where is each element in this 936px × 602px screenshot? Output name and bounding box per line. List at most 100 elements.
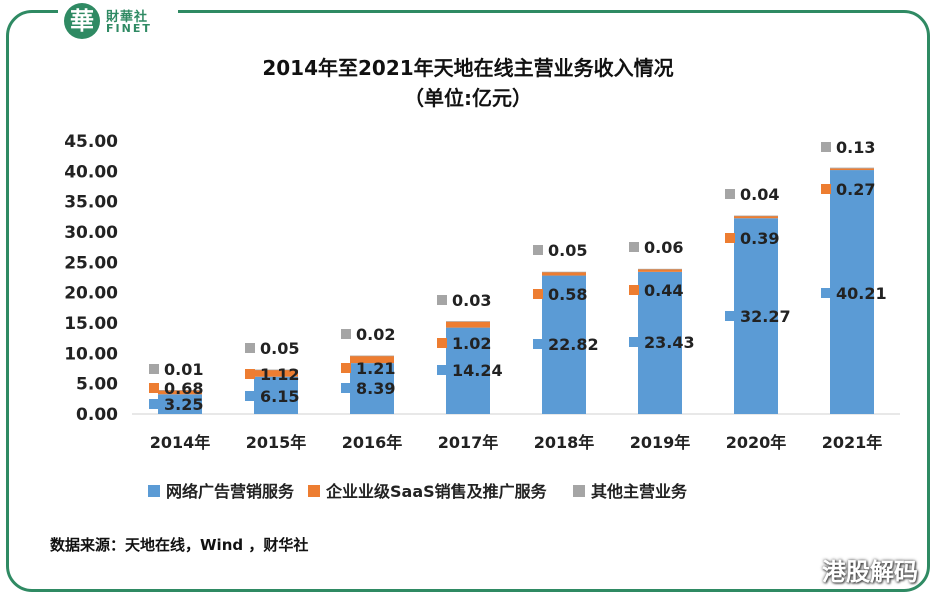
watermark: 港股解码 bbox=[822, 558, 918, 586]
data-label: 6.15 bbox=[260, 387, 299, 406]
data-label: 0.39 bbox=[740, 229, 779, 248]
x-tick-label: 2016年 bbox=[342, 433, 403, 452]
x-tick-label: 2014年 bbox=[150, 433, 211, 452]
bar-segment bbox=[830, 167, 874, 169]
data-label-marker bbox=[821, 288, 831, 298]
y-tick-label: 40.00 bbox=[64, 162, 118, 182]
source-note: 数据来源：天地在线，Wind ，财华社 bbox=[50, 536, 309, 554]
y-tick-label: 30.00 bbox=[64, 223, 118, 243]
data-label: 14.24 bbox=[452, 361, 503, 380]
y-tick-label: 0.00 bbox=[76, 405, 118, 425]
x-tick-label: 2020年 bbox=[726, 433, 787, 452]
data-label-marker bbox=[629, 285, 639, 295]
x-tick-label: 2021年 bbox=[822, 433, 883, 452]
bar-segment bbox=[446, 321, 490, 322]
data-label: 0.27 bbox=[836, 180, 875, 199]
bar-segment bbox=[734, 215, 778, 219]
data-label-marker bbox=[149, 399, 159, 409]
data-label: 0.01 bbox=[164, 360, 203, 379]
chart-subtitle: （单位:亿元） bbox=[404, 86, 532, 110]
data-label: 1.21 bbox=[356, 359, 395, 378]
bar-segment bbox=[542, 275, 586, 414]
data-label-marker bbox=[725, 311, 735, 321]
bar-segment bbox=[830, 168, 874, 171]
y-tick-label: 20.00 bbox=[64, 284, 118, 304]
data-label-marker bbox=[341, 329, 351, 339]
bar-segment bbox=[158, 394, 202, 414]
data-label-marker bbox=[149, 364, 159, 374]
data-label-marker bbox=[533, 339, 543, 349]
bar-segment bbox=[254, 369, 298, 371]
legend-swatch bbox=[308, 485, 320, 497]
x-tick-label: 2017年 bbox=[438, 433, 499, 452]
y-tick-label: 35.00 bbox=[64, 193, 118, 213]
data-label-marker bbox=[149, 383, 159, 393]
data-label: 3.25 bbox=[164, 395, 203, 414]
bar-segment bbox=[254, 369, 298, 377]
data-label-marker bbox=[533, 289, 543, 299]
bar-segment bbox=[446, 327, 490, 414]
bar-segment bbox=[350, 355, 394, 364]
finet-logo: 華 財華社 FINET bbox=[58, 0, 178, 44]
data-label: 0.13 bbox=[836, 138, 875, 157]
data-label-marker bbox=[533, 245, 543, 255]
data-label-marker bbox=[437, 295, 447, 305]
data-label: 8.39 bbox=[356, 379, 395, 398]
data-label: 0.06 bbox=[644, 238, 683, 257]
y-tick-label: 45.00 bbox=[64, 132, 118, 152]
bar-segment bbox=[830, 170, 874, 414]
bar-segment bbox=[734, 215, 778, 217]
logo-emblem-icon: 華 bbox=[64, 3, 100, 39]
y-tick-label: 10.00 bbox=[64, 344, 118, 364]
legend-swatch bbox=[148, 485, 160, 497]
legend-label: 企业业级SaaS销售及推广服务 bbox=[325, 482, 548, 501]
bar-segment bbox=[446, 321, 490, 328]
bar-segment bbox=[638, 271, 682, 414]
data-label-marker bbox=[725, 233, 735, 243]
data-label-marker bbox=[629, 337, 639, 347]
legend-label: 其他主营业务 bbox=[591, 482, 688, 501]
data-label: 0.05 bbox=[548, 241, 587, 260]
data-label: 23.43 bbox=[644, 333, 695, 352]
bar-segment bbox=[542, 271, 586, 273]
data-label: 0.03 bbox=[452, 291, 491, 310]
bar-segment bbox=[638, 269, 682, 272]
logo-name-cn: 財華社 bbox=[106, 10, 149, 25]
data-label: 0.04 bbox=[740, 185, 779, 204]
bar-segment bbox=[350, 355, 394, 357]
bar-segment bbox=[158, 390, 202, 395]
data-label-marker bbox=[821, 184, 831, 194]
data-label-marker bbox=[437, 338, 447, 348]
legend-label: 网络广告营销服务 bbox=[166, 482, 295, 501]
data-label-marker bbox=[341, 363, 351, 373]
bar-segment bbox=[734, 218, 778, 414]
data-label-marker bbox=[725, 189, 735, 199]
bar-segment bbox=[158, 390, 202, 391]
data-label-marker bbox=[341, 383, 351, 393]
legend-swatch bbox=[573, 485, 585, 497]
x-tick-label: 2015年 bbox=[246, 433, 307, 452]
x-tick-label: 2019年 bbox=[630, 433, 691, 452]
chart-title: 2014年至2021年天地在线主营业务收入情况 bbox=[262, 56, 674, 80]
data-label: 0.05 bbox=[260, 339, 299, 358]
data-label: 1.02 bbox=[452, 334, 491, 353]
y-tick-label: 5.00 bbox=[76, 375, 118, 395]
data-label-marker bbox=[245, 391, 255, 401]
logo-name-en: FINET bbox=[106, 22, 152, 35]
data-label: 0.44 bbox=[644, 281, 683, 300]
data-label-marker bbox=[437, 365, 447, 375]
data-label: 0.58 bbox=[548, 285, 587, 304]
x-tick-label: 2018年 bbox=[534, 433, 595, 452]
data-label: 32.27 bbox=[740, 307, 791, 326]
y-tick-label: 25.00 bbox=[64, 253, 118, 273]
bar-segment bbox=[638, 268, 682, 270]
data-label-marker bbox=[821, 142, 831, 152]
bar-segment bbox=[350, 363, 394, 414]
bar-segment bbox=[542, 272, 586, 276]
data-label: 1.12 bbox=[260, 365, 299, 384]
data-label: 0.68 bbox=[164, 379, 203, 398]
data-label: 40.21 bbox=[836, 284, 887, 303]
data-label-marker bbox=[629, 242, 639, 252]
data-label: 0.02 bbox=[356, 325, 395, 344]
